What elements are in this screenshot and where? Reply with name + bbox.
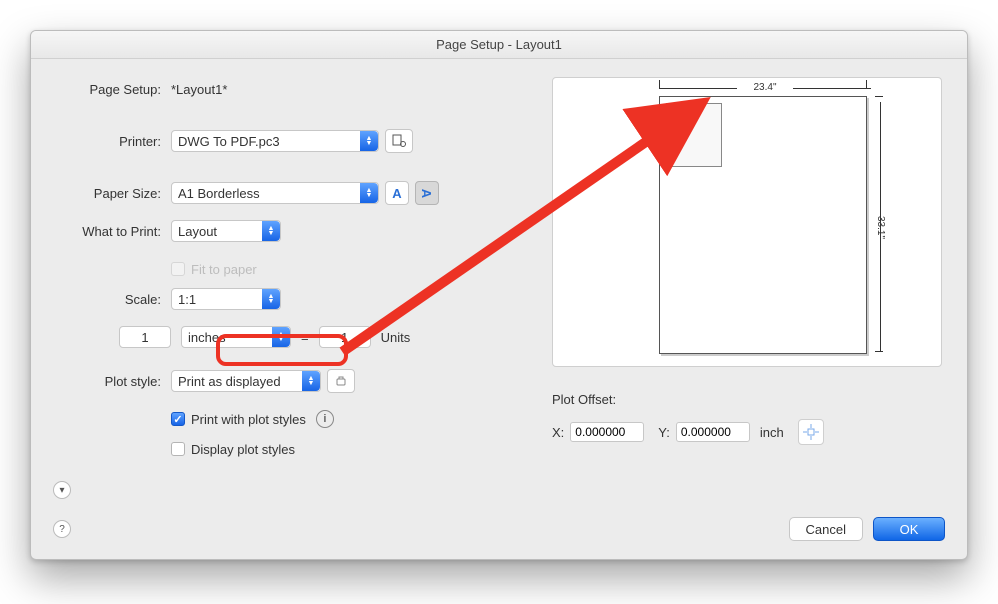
- plot-offset-group: Plot Offset: X: Y: inch: [552, 387, 942, 453]
- settings-panel: Page Setup: *Layout1* Printer: DWG To PD…: [53, 77, 523, 499]
- plot-style-select[interactable]: Print as displayed ▲▼: [171, 370, 321, 392]
- scale-left-input[interactable]: 1: [119, 326, 171, 348]
- scale-right-input[interactable]: 1: [319, 326, 371, 348]
- orientation-landscape-button[interactable]: A: [415, 181, 439, 205]
- offset-y-label: Y:: [658, 425, 670, 440]
- preview-panel: 23.4" 33.1" Plot Offset: X: Y: inch: [549, 77, 945, 499]
- paper-preview: 23.4" 33.1": [552, 77, 942, 367]
- units-suffix: Units: [381, 330, 411, 345]
- window-title: Page Setup - Layout1: [31, 31, 967, 59]
- scale-select[interactable]: 1:1 ▲▼: [171, 288, 281, 310]
- fit-to-paper-checkbox: [171, 262, 185, 276]
- what-to-print-value: Layout: [178, 224, 217, 239]
- preview-height-dim: 33.1": [871, 102, 889, 352]
- preview-paper: [659, 96, 867, 354]
- page-setup-label: Page Setup:: [53, 82, 171, 97]
- ok-button[interactable]: OK: [873, 517, 945, 541]
- cancel-button[interactable]: Cancel: [789, 517, 863, 541]
- print-with-styles-label: Print with plot styles: [191, 412, 306, 427]
- offset-unit-label: inch: [760, 425, 784, 440]
- print-with-styles-checkbox[interactable]: [171, 412, 185, 426]
- printer-label: Printer:: [53, 134, 171, 149]
- fit-to-paper-label: Fit to paper: [191, 262, 257, 277]
- scale-label: Scale:: [53, 292, 171, 307]
- layout-name: *Layout1*: [171, 82, 227, 97]
- printer-select[interactable]: DWG To PDF.pc3 ▲▼: [171, 130, 379, 152]
- plot-style-label: Plot style:: [53, 374, 171, 389]
- what-to-print-label: What to Print:: [53, 224, 171, 239]
- disclosure-button[interactable]: ▾: [53, 481, 71, 499]
- scale-units-select[interactable]: inches ▲▼: [181, 326, 291, 348]
- preview-printable-area: [666, 103, 722, 167]
- paper-size-label: Paper Size:: [53, 186, 171, 201]
- printer-value: DWG To PDF.pc3: [178, 134, 280, 149]
- dialog-footer: ? Cancel OK: [31, 509, 967, 559]
- dialog-body: Page Setup: *Layout1* Printer: DWG To PD…: [31, 59, 967, 509]
- preview-height-label: 33.1": [875, 215, 886, 238]
- what-to-print-select[interactable]: Layout ▲▼: [171, 220, 281, 242]
- paper-size-select[interactable]: A1 Borderless ▲▼: [171, 182, 379, 204]
- preview-width-label: 23.4": [659, 82, 871, 94]
- scale-value: 1:1: [178, 292, 196, 307]
- page-setup-window: Page Setup - Layout1 Page Setup: *Layout…: [30, 30, 968, 560]
- offset-x-input[interactable]: [570, 422, 644, 442]
- orientation-portrait-button[interactable]: A: [385, 181, 409, 205]
- offset-x-label: X:: [552, 425, 564, 440]
- scale-right-value: 1: [341, 330, 348, 345]
- info-icon[interactable]: i: [316, 410, 334, 428]
- paper-size-value: A1 Borderless: [178, 186, 260, 201]
- offset-y-input[interactable]: [676, 422, 750, 442]
- help-button[interactable]: ?: [53, 520, 71, 538]
- printer-settings-button[interactable]: [385, 129, 413, 153]
- scale-left-value: 1: [141, 330, 148, 345]
- display-styles-checkbox[interactable]: [171, 442, 185, 456]
- plot-style-value: Print as displayed: [178, 374, 281, 389]
- scale-units-value: inches: [188, 330, 226, 345]
- plot-style-edit-button[interactable]: [327, 369, 355, 393]
- plot-offset-label: Plot Offset:: [552, 392, 616, 407]
- display-styles-label: Display plot styles: [191, 442, 295, 457]
- equals-label: =: [301, 330, 309, 345]
- center-plot-button[interactable]: [798, 419, 824, 445]
